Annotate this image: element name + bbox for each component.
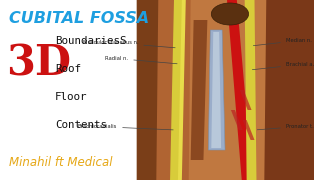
Text: Brachial a.: Brachial a. <box>252 62 314 70</box>
Text: BoundariesS: BoundariesS <box>55 36 126 46</box>
Text: Contents: Contents <box>55 120 107 130</box>
Text: CUBITAL FOSSA: CUBITAL FOSSA <box>9 11 149 26</box>
Polygon shape <box>211 32 221 148</box>
Ellipse shape <box>211 3 249 25</box>
Text: Roof: Roof <box>55 64 81 74</box>
Text: Minahil ft Medical: Minahil ft Medical <box>9 156 113 169</box>
Polygon shape <box>156 0 197 180</box>
Text: Brachioradialis: Brachioradialis <box>78 124 173 130</box>
Polygon shape <box>170 0 184 180</box>
Polygon shape <box>208 30 225 150</box>
Polygon shape <box>243 120 254 140</box>
Polygon shape <box>245 0 256 180</box>
Text: 3D: 3D <box>6 43 71 85</box>
Polygon shape <box>227 0 252 180</box>
Text: Median n.: Median n. <box>253 38 312 46</box>
Text: Radial n.: Radial n. <box>105 56 177 64</box>
Polygon shape <box>137 0 314 180</box>
Text: Musculocutaneous n.: Musculocutaneous n. <box>83 40 175 48</box>
Polygon shape <box>231 110 243 130</box>
Text: Floor: Floor <box>55 92 87 102</box>
Polygon shape <box>191 20 207 160</box>
Polygon shape <box>262 0 314 180</box>
Polygon shape <box>240 90 252 110</box>
Text: Pronator t.: Pronator t. <box>257 124 314 130</box>
Polygon shape <box>189 0 266 180</box>
Polygon shape <box>178 0 186 180</box>
Polygon shape <box>137 0 164 180</box>
